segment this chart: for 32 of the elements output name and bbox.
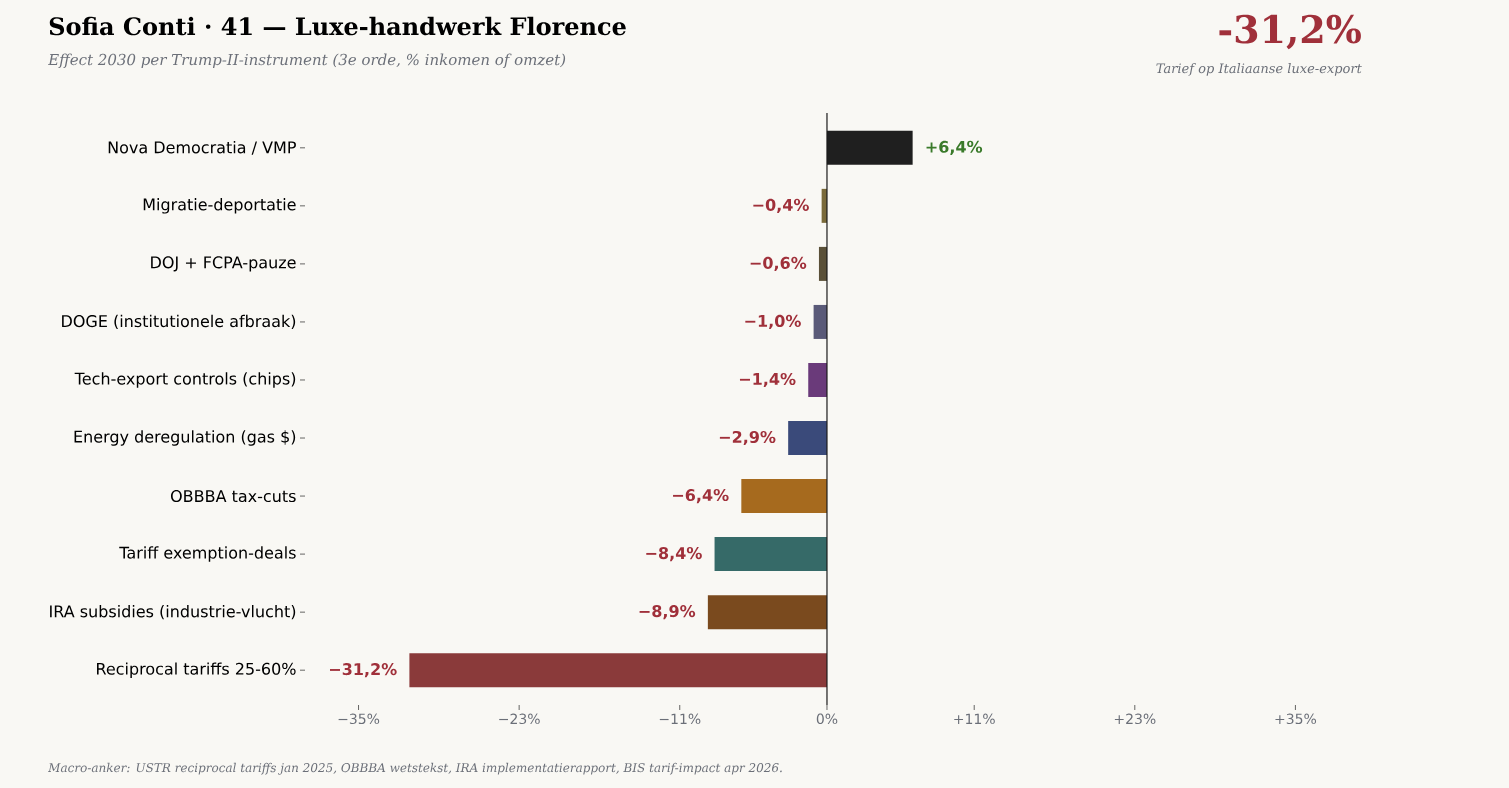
data-label: −1,4% bbox=[739, 372, 796, 388]
x-tick-label: −35% bbox=[338, 713, 380, 725]
data-label: +6,4% bbox=[926, 140, 983, 155]
data-label: −0,4% bbox=[753, 198, 809, 213]
text: -31,2% bbox=[1219, 14, 1361, 50]
y-tick-label: Energy deregulation (gas $) bbox=[74, 430, 296, 446]
y-tick-label: Tariff exemption-deals bbox=[119, 546, 296, 562]
y-tick-label: DOJ + FCPA-pauze bbox=[151, 256, 296, 272]
data-label: −6,4% bbox=[673, 488, 729, 504]
y-tick-label: Tech-export controls (chips) bbox=[74, 372, 296, 388]
text: Macro-anker: USTR reciprocal tariffs jan 2025, OBBBA wetstekst, IRA implementatierapport, BIS tarif-impact apr 2026. bbox=[48, 762, 782, 775]
data-label: −31,2% bbox=[329, 663, 397, 678]
y-tick-label: Nova Democratia / VMP bbox=[108, 141, 296, 155]
data-label: −1,0% bbox=[745, 314, 801, 330]
x-tick-label: 0% bbox=[816, 713, 838, 725]
y-tick-label: Reciprocal tariffs 25-60% bbox=[97, 662, 296, 678]
data-label: −0,6% bbox=[750, 256, 807, 271]
x-tick-label: +35% bbox=[1275, 713, 1317, 725]
data-label: −8,9% bbox=[639, 605, 696, 620]
x-tick-label: +23% bbox=[1114, 713, 1156, 725]
x-tick-label: +11% bbox=[954, 713, 995, 725]
x-tick-label: −11% bbox=[659, 713, 701, 725]
y-tick-label: Migratie-deportatie bbox=[143, 198, 296, 214]
chart-title: Sofia Conti · 41 — Luxe-handwerk Florence bbox=[49, 16, 626, 36]
y-tick-label: IRA subsidies (industrie-vlucht) bbox=[50, 605, 296, 620]
y-tick-label: DOGE (institutionele afbraak) bbox=[62, 314, 296, 330]
data-label: −8,4% bbox=[646, 547, 702, 562]
x-tick-label: −23% bbox=[499, 713, 540, 725]
data-label: −2,9% bbox=[719, 430, 776, 446]
chart-subtitle: Effect 2030 per Trump-II-instrument (3e orde, % inkomen of omzet) bbox=[47, 53, 566, 69]
y-tick-label: OBBBA tax-cuts bbox=[170, 490, 296, 503]
text: Tarief op Italiaanse luxe-export bbox=[1156, 63, 1362, 76]
